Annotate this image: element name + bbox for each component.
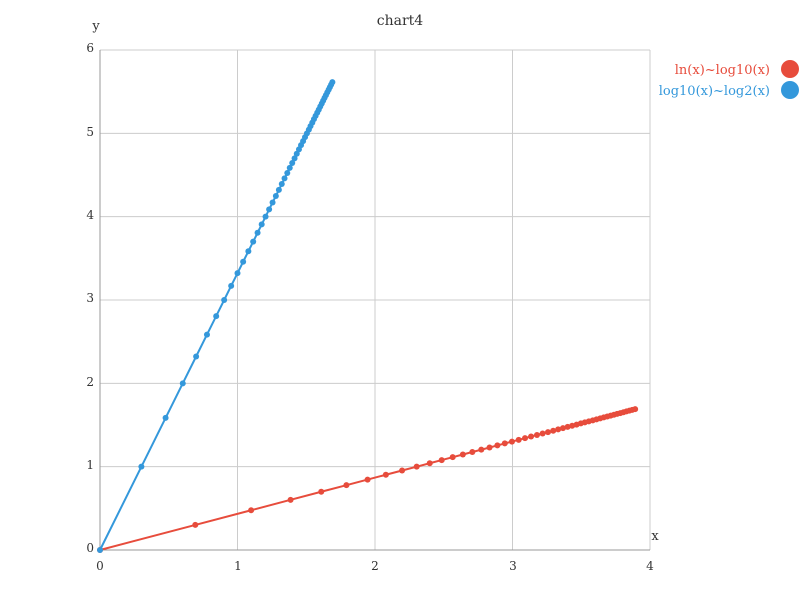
- data-point: [469, 449, 476, 455]
- axes: [99, 50, 650, 551]
- data-point: [478, 446, 485, 453]
- data-point: [515, 436, 522, 443]
- data-point: [97, 547, 103, 553]
- data-point: [564, 423, 571, 430]
- data-point: [522, 435, 529, 442]
- data-point: [449, 454, 456, 461]
- chart-title: chart4: [377, 13, 424, 29]
- data-point: [329, 79, 336, 86]
- data-point: [250, 238, 257, 245]
- data-point: [262, 213, 269, 220]
- data-point: [254, 229, 261, 236]
- data-point: [528, 433, 535, 440]
- data-point: [426, 460, 433, 467]
- data-point: [559, 425, 566, 432]
- data-point: [266, 206, 273, 213]
- data-point: [494, 442, 501, 449]
- data-point: [275, 186, 282, 193]
- y-tick-label: 5: [86, 125, 94, 139]
- data-point: [508, 438, 515, 445]
- data-point: [248, 507, 255, 514]
- series: [97, 79, 336, 553]
- data-point: [245, 248, 252, 255]
- data-point: [203, 331, 210, 338]
- y-tick-label: 0: [86, 541, 94, 555]
- data-point: [234, 270, 241, 277]
- data-point: [399, 467, 406, 474]
- y-axis-label: y: [91, 19, 100, 34]
- data-point: [289, 160, 296, 166]
- data-point: [221, 297, 228, 303]
- data-point: [501, 440, 508, 447]
- data-point: [269, 199, 276, 206]
- data-point: [284, 170, 291, 176]
- y-tick-label: 2: [86, 375, 94, 389]
- data-point: [382, 471, 389, 478]
- data-point: [138, 463, 145, 470]
- y-tick-label: 4: [86, 208, 94, 222]
- data-point: [286, 164, 293, 171]
- data-point: [162, 414, 169, 421]
- data-point: [459, 451, 466, 458]
- x-tick-label: 1: [234, 559, 242, 573]
- data-point: [281, 175, 288, 182]
- data-point: [213, 313, 220, 320]
- data-point: [192, 521, 199, 528]
- data-point: [544, 429, 551, 436]
- legend-item[interactable]: ln(x)~log10(x): [675, 60, 799, 78]
- legend-swatch: [781, 81, 799, 99]
- legend-label: ln(x)~log10(x): [675, 63, 770, 78]
- y-tick-label: 1: [86, 458, 94, 472]
- data-point: [550, 427, 557, 434]
- data-point: [228, 282, 235, 289]
- x-tick-label: 2: [371, 559, 379, 573]
- y-tick-label: 6: [86, 41, 94, 55]
- legend-item[interactable]: log10(x)~log2(x): [659, 81, 799, 99]
- data-point: [555, 426, 562, 433]
- data-point: [438, 457, 445, 464]
- data-point: [486, 444, 493, 451]
- data-point: [413, 463, 420, 470]
- data-point: [364, 476, 371, 483]
- data-point: [258, 221, 265, 228]
- data-point: [533, 432, 540, 438]
- grid: [100, 49, 651, 550]
- data-point: [240, 258, 247, 265]
- data-point: [318, 488, 325, 495]
- legend[interactable]: ln(x)~log10(x) log10(x)~log2(x): [659, 60, 799, 99]
- data-point: [272, 193, 279, 199]
- y-tick-labels: 0 1 2 3 4 5 6: [86, 41, 94, 555]
- x-tick-label: 3: [509, 559, 517, 573]
- series: [97, 406, 639, 553]
- x-tick-label: 4: [646, 559, 654, 573]
- y-tick-label: 3: [86, 291, 94, 305]
- data-point: [287, 496, 294, 503]
- data-point: [278, 181, 285, 187]
- legend-swatch: [781, 60, 799, 78]
- legend-label: log10(x)~log2(x): [659, 84, 770, 99]
- data-point: [179, 380, 186, 387]
- data-point: [291, 155, 298, 162]
- data-point: [343, 482, 350, 489]
- x-tick-labels: 0 1 2 3 4: [96, 559, 654, 573]
- series-layer: [97, 79, 639, 553]
- data-point: [539, 430, 546, 437]
- data-point: [193, 353, 200, 360]
- x-tick-label: 0: [96, 559, 104, 573]
- x-axis-label: x: [651, 529, 659, 544]
- data-point: [632, 406, 639, 413]
